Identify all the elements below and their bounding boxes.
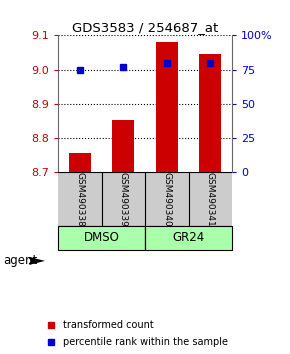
- Bar: [102, 172, 145, 226]
- Bar: [69, 153, 90, 172]
- Bar: [145, 226, 232, 250]
- Text: percentile rank within the sample: percentile rank within the sample: [63, 337, 228, 347]
- Text: GR24: GR24: [172, 232, 205, 244]
- Bar: [58, 172, 102, 226]
- Text: GSM490340: GSM490340: [162, 172, 171, 227]
- Bar: [145, 172, 188, 226]
- Text: GSM490339: GSM490339: [119, 172, 128, 227]
- Bar: [58, 226, 145, 250]
- Bar: [113, 120, 134, 172]
- Bar: [156, 41, 177, 172]
- Text: GSM490338: GSM490338: [75, 172, 84, 227]
- Bar: [200, 53, 221, 172]
- Text: DMSO: DMSO: [84, 232, 119, 244]
- Bar: [188, 172, 232, 226]
- Text: GSM490341: GSM490341: [206, 172, 215, 227]
- Polygon shape: [30, 257, 45, 264]
- Text: transformed count: transformed count: [63, 320, 154, 330]
- Text: agent: agent: [3, 254, 37, 267]
- Title: GDS3583 / 254687_at: GDS3583 / 254687_at: [72, 21, 218, 34]
